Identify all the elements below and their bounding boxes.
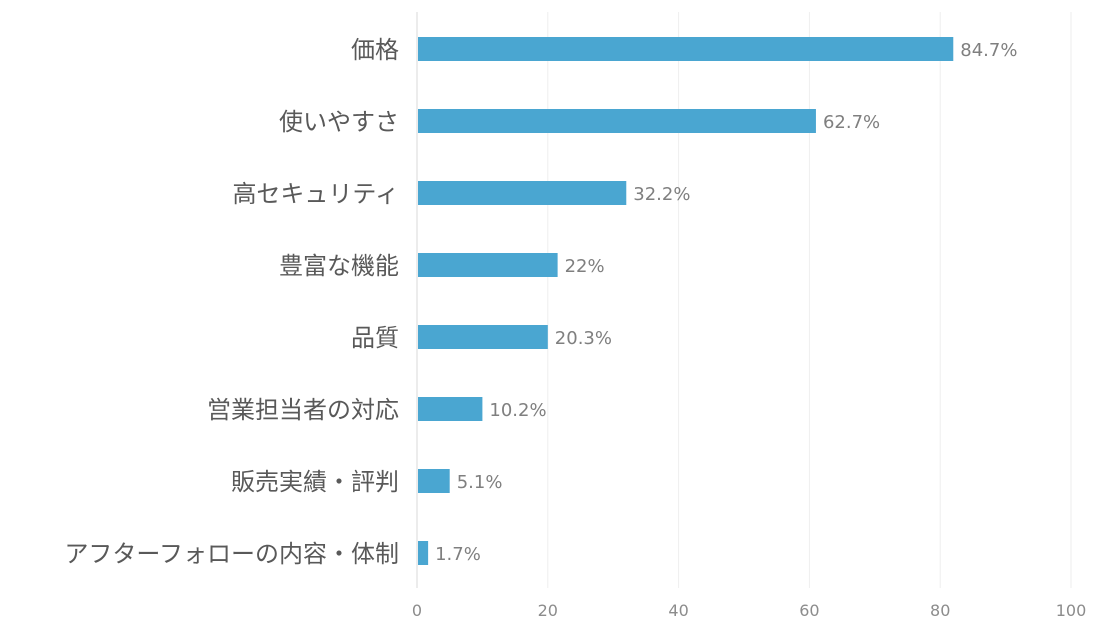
bar-layer: [418, 37, 954, 565]
x-axis-ticks: 0 20 40 60 80 100: [412, 601, 1086, 620]
category-label: 高セキュリティ: [232, 180, 399, 208]
x-tick-label: 100: [1056, 601, 1087, 620]
bar: [418, 469, 450, 493]
category-label: 品質: [351, 324, 399, 352]
category-label: 使いやすさ: [279, 108, 399, 136]
category-label: 営業担当者の対応: [207, 396, 399, 424]
bar: [418, 541, 429, 565]
data-label: 32.2%: [633, 184, 690, 205]
category-label: アフターフォローの内容・体制: [64, 540, 399, 568]
bar: [418, 397, 483, 421]
data-label: 20.3%: [555, 328, 612, 349]
bar: [418, 325, 548, 349]
x-tick-label: 0: [412, 601, 422, 620]
data-label: 62.7%: [823, 112, 880, 133]
category-label: 販売実績・評判: [231, 468, 399, 496]
category-label: 豊富な機能: [279, 252, 399, 280]
category-label: 価格: [351, 36, 399, 64]
grid-layer: [416, 12, 1072, 588]
data-label: 10.2%: [489, 400, 546, 421]
x-tick-label: 20: [538, 601, 558, 620]
x-tick-label: 80: [930, 601, 950, 620]
bar: [418, 109, 816, 133]
label-layer: 価格 84.7% 使いやすさ 62.7% 高セキュリティ 32.2% 豊富な機能 22% 品質 2…: [64, 36, 1017, 568]
x-tick-label: 60: [799, 601, 819, 620]
data-label: 84.7%: [960, 40, 1017, 61]
bar: [418, 37, 954, 61]
data-label: 1.7%: [435, 544, 481, 565]
data-label: 5.1%: [457, 472, 503, 493]
data-label: 22%: [565, 256, 605, 277]
bar: [418, 181, 627, 205]
bar: [418, 253, 558, 277]
x-tick-label: 40: [668, 601, 688, 620]
